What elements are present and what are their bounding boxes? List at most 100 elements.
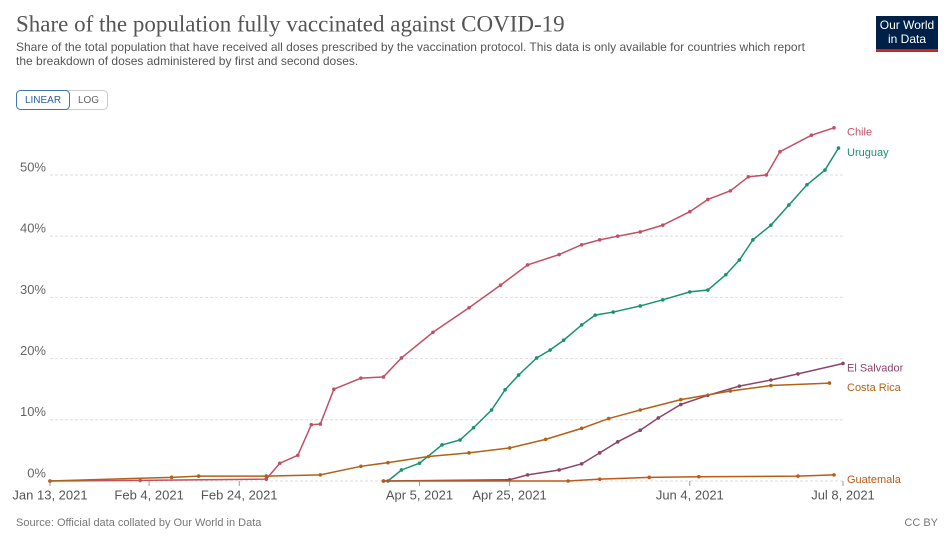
data-point [169, 475, 174, 480]
source: Source: Official data collated by Our Wo… [16, 517, 262, 529]
data-point [796, 372, 800, 376]
data-point [746, 175, 751, 179]
logo-box[interactable] [876, 16, 938, 52]
data-point [467, 305, 471, 310]
data-point [638, 230, 643, 234]
series-label: El Salvador [847, 362, 904, 374]
license: CC BY [904, 517, 938, 529]
y-tick-label: 40% [20, 221, 46, 236]
series-line [387, 147, 840, 482]
data-point [579, 323, 584, 327]
x-tick-label: Apr 5, 2021 [386, 487, 453, 502]
linear-button[interactable] [16, 90, 70, 110]
data-point [751, 238, 755, 242]
logo-text: Our World [880, 18, 934, 32]
data-point [728, 189, 733, 193]
data-point [778, 149, 782, 154]
data-point [296, 453, 300, 458]
data-point [597, 451, 602, 455]
data-point [809, 133, 814, 137]
subtitle-box: Share of the total population that have … [16, 40, 805, 68]
data-point [543, 437, 548, 442]
x-tick-label: Feb 24, 2021 [201, 487, 278, 502]
data-point [548, 348, 552, 352]
data-point [566, 479, 570, 483]
data-point [440, 443, 444, 447]
x-tick-label: Jun 4, 2021 [656, 487, 724, 502]
data-point [724, 272, 728, 277]
series-line [49, 127, 835, 482]
data-point [678, 402, 683, 407]
data-point [660, 298, 665, 302]
data-point [597, 238, 602, 242]
data-point [507, 446, 512, 450]
x-tick-label: Jan 13, 2021 [12, 487, 87, 502]
data-point [264, 477, 269, 481]
data-point [606, 416, 611, 421]
data-point [277, 461, 282, 466]
data-point [615, 440, 620, 444]
data-point [638, 304, 643, 308]
data-point [359, 464, 363, 469]
data-point [805, 182, 809, 187]
data-point [737, 258, 742, 262]
y-tick-label: 0% [27, 465, 46, 480]
data-point [769, 223, 773, 227]
data-point [557, 252, 561, 257]
data-point [399, 356, 404, 360]
data-point [706, 197, 710, 202]
data-point [471, 425, 476, 430]
log-label[interactable]: LOG [78, 95, 99, 106]
series-line [49, 382, 830, 482]
data-point [498, 283, 503, 287]
data-point [728, 389, 733, 393]
y-tick-label: 10% [20, 404, 46, 419]
data-point [458, 438, 462, 442]
data-point [787, 203, 791, 207]
data-point [678, 397, 683, 402]
data-point [764, 173, 769, 177]
data-point [48, 479, 52, 483]
data-point [841, 361, 845, 366]
data-point [579, 242, 584, 247]
logo-stripe [876, 49, 938, 52]
data-point [836, 146, 841, 150]
data-point [503, 388, 507, 392]
data-point [615, 234, 620, 238]
data-point [611, 310, 616, 314]
data-point [381, 375, 386, 379]
data-point [318, 422, 323, 426]
data-point [688, 209, 692, 214]
data-point [264, 474, 269, 478]
data-point [525, 473, 530, 477]
series-label: Chile [847, 127, 872, 139]
data-point [579, 462, 584, 466]
data-point [697, 474, 701, 479]
data-point [796, 474, 800, 478]
data-point [525, 263, 530, 267]
data-point [706, 288, 710, 292]
y-tick-label: 30% [20, 282, 46, 297]
data-point [597, 477, 602, 481]
linear-label[interactable]: LINEAR [25, 95, 61, 106]
data-point [467, 451, 471, 455]
series-label: Guatemala [847, 474, 902, 486]
data-point [534, 356, 539, 360]
data-point [827, 381, 832, 385]
data-point [359, 376, 363, 380]
data-point [557, 468, 561, 472]
data-point [832, 126, 836, 130]
x-tick-label: Jul 8, 2021 [811, 487, 875, 502]
data-point [832, 473, 836, 477]
data-point [309, 422, 314, 427]
data-point [426, 454, 431, 459]
data-point [737, 384, 742, 388]
y-tick-label: 20% [20, 343, 46, 358]
x-tick-label: Feb 4, 2021 [114, 487, 183, 502]
data-point [386, 460, 390, 465]
data-point [688, 290, 692, 294]
data-point [561, 338, 566, 343]
data-point [318, 473, 323, 477]
data-point [638, 408, 643, 412]
